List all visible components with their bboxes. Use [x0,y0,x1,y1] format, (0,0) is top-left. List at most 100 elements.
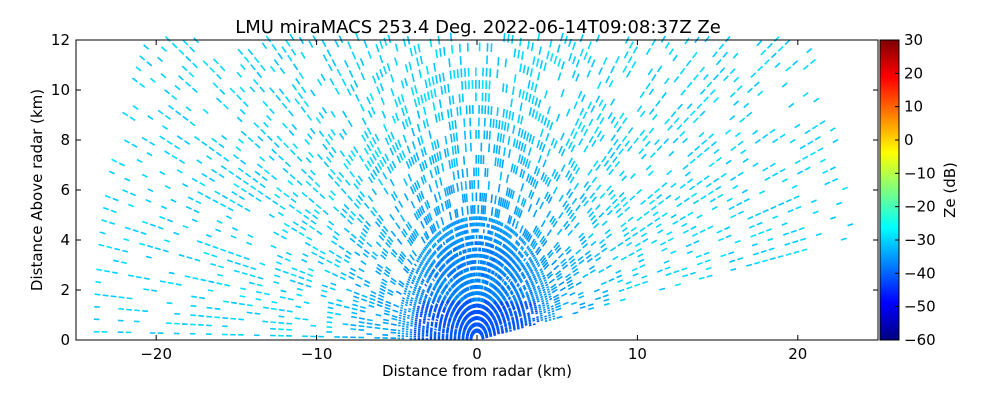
range-gate-mark [491,297,494,302]
range-gate-mark [511,304,515,308]
range-gate-mark [456,106,459,116]
range-gate-mark [493,278,496,283]
range-gate-mark [573,182,579,190]
range-gate-mark [174,84,181,91]
range-gate-mark [271,148,278,155]
range-gate-mark [705,266,712,271]
range-gate-mark [541,272,545,276]
x-tick-label: 20 [788,345,807,363]
range-gate-mark [240,159,247,165]
range-gate-mark [529,250,533,255]
range-gate-mark [195,200,202,205]
range-gate-mark [278,155,284,161]
range-gate-mark [531,311,535,315]
range-gate-mark [516,304,520,308]
y-tick-label: 8 [60,131,70,149]
range-gate-mark [513,310,517,314]
range-gate-mark [504,266,508,271]
range-gate-mark [328,249,335,255]
range-gate-mark [176,135,183,140]
range-gate-mark [102,294,109,297]
range-gate-mark [608,168,614,176]
range-gate-mark [486,274,489,279]
range-gate-mark [640,232,647,238]
range-gate-mark [509,235,513,240]
range-gate-mark [565,249,572,255]
range-gate-mark [407,314,411,317]
range-gate-mark [585,254,592,260]
range-gate-mark [542,159,547,168]
colorbar-tick-label: −50 [904,298,936,316]
range-gate-mark [415,259,420,263]
range-gate-mark [522,265,526,270]
range-gate-mark [595,204,601,211]
range-gate-mark [358,213,365,220]
range-gate-mark [555,174,561,182]
range-gate-mark [298,231,305,237]
range-gate-mark [541,286,545,290]
range-gate-mark [493,144,496,154]
range-gate-mark [627,145,633,152]
range-gate-mark [351,307,358,311]
range-gate-mark [335,312,341,316]
range-gate-mark [417,289,421,293]
range-gate-mark [459,283,463,288]
range-gate-mark [452,320,456,324]
range-gate-mark [502,318,506,322]
range-gate-mark [442,324,446,328]
range-gate-mark [504,290,508,294]
range-gate-mark [499,228,503,233]
range-gate-mark [411,127,416,137]
range-gate-mark [423,159,428,169]
range-gate-mark [449,243,453,248]
range-gate-mark [160,46,167,52]
range-gate-mark [531,296,535,300]
range-gate-mark [356,217,363,224]
range-gate-mark [454,288,458,293]
range-gate-mark [509,280,513,285]
range-gate-mark [248,281,255,285]
range-gate-mark [566,279,573,285]
range-gate-mark [429,169,434,179]
range-gate-mark [505,292,509,296]
range-gate-mark [412,307,416,311]
range-gate-mark [494,279,497,283]
range-gate-mark [136,275,142,279]
range-gate-mark [358,317,365,320]
range-gate-mark [404,77,408,87]
range-gate-mark [441,331,445,334]
range-gate-mark [456,182,459,192]
range-gate-mark [419,261,424,265]
range-gate-mark [555,270,562,276]
range-gate-mark [410,87,415,96]
range-gate-mark [416,269,420,273]
range-gate-mark [696,214,703,219]
range-gate-mark [595,184,602,191]
range-gate-mark [446,231,450,236]
range-gate-mark [427,266,431,271]
range-gate-mark [310,219,317,225]
range-gate-mark [699,88,706,95]
range-gate-mark [528,320,532,324]
range-gate-mark [504,245,508,250]
range-gate-mark [369,140,375,148]
range-gate-mark [461,283,464,287]
range-gate-mark [536,261,540,266]
range-gate-mark [269,65,276,73]
range-gate-mark [528,302,532,306]
range-gate-mark [255,197,262,203]
range-gate-mark [503,321,507,324]
range-gate-mark [500,285,504,290]
range-gate-mark [460,290,464,295]
range-gate-mark [619,170,625,177]
range-gate-mark [514,246,517,251]
range-gate-mark [523,257,527,262]
range-gate-mark [431,299,435,303]
range-gate-mark [539,312,543,315]
range-gate-mark [418,299,422,303]
range-gate-mark [689,271,696,275]
range-gate-mark [490,194,493,204]
range-gate-mark [751,243,758,247]
range-gate-mark [440,85,444,95]
range-gate-mark [598,67,603,76]
